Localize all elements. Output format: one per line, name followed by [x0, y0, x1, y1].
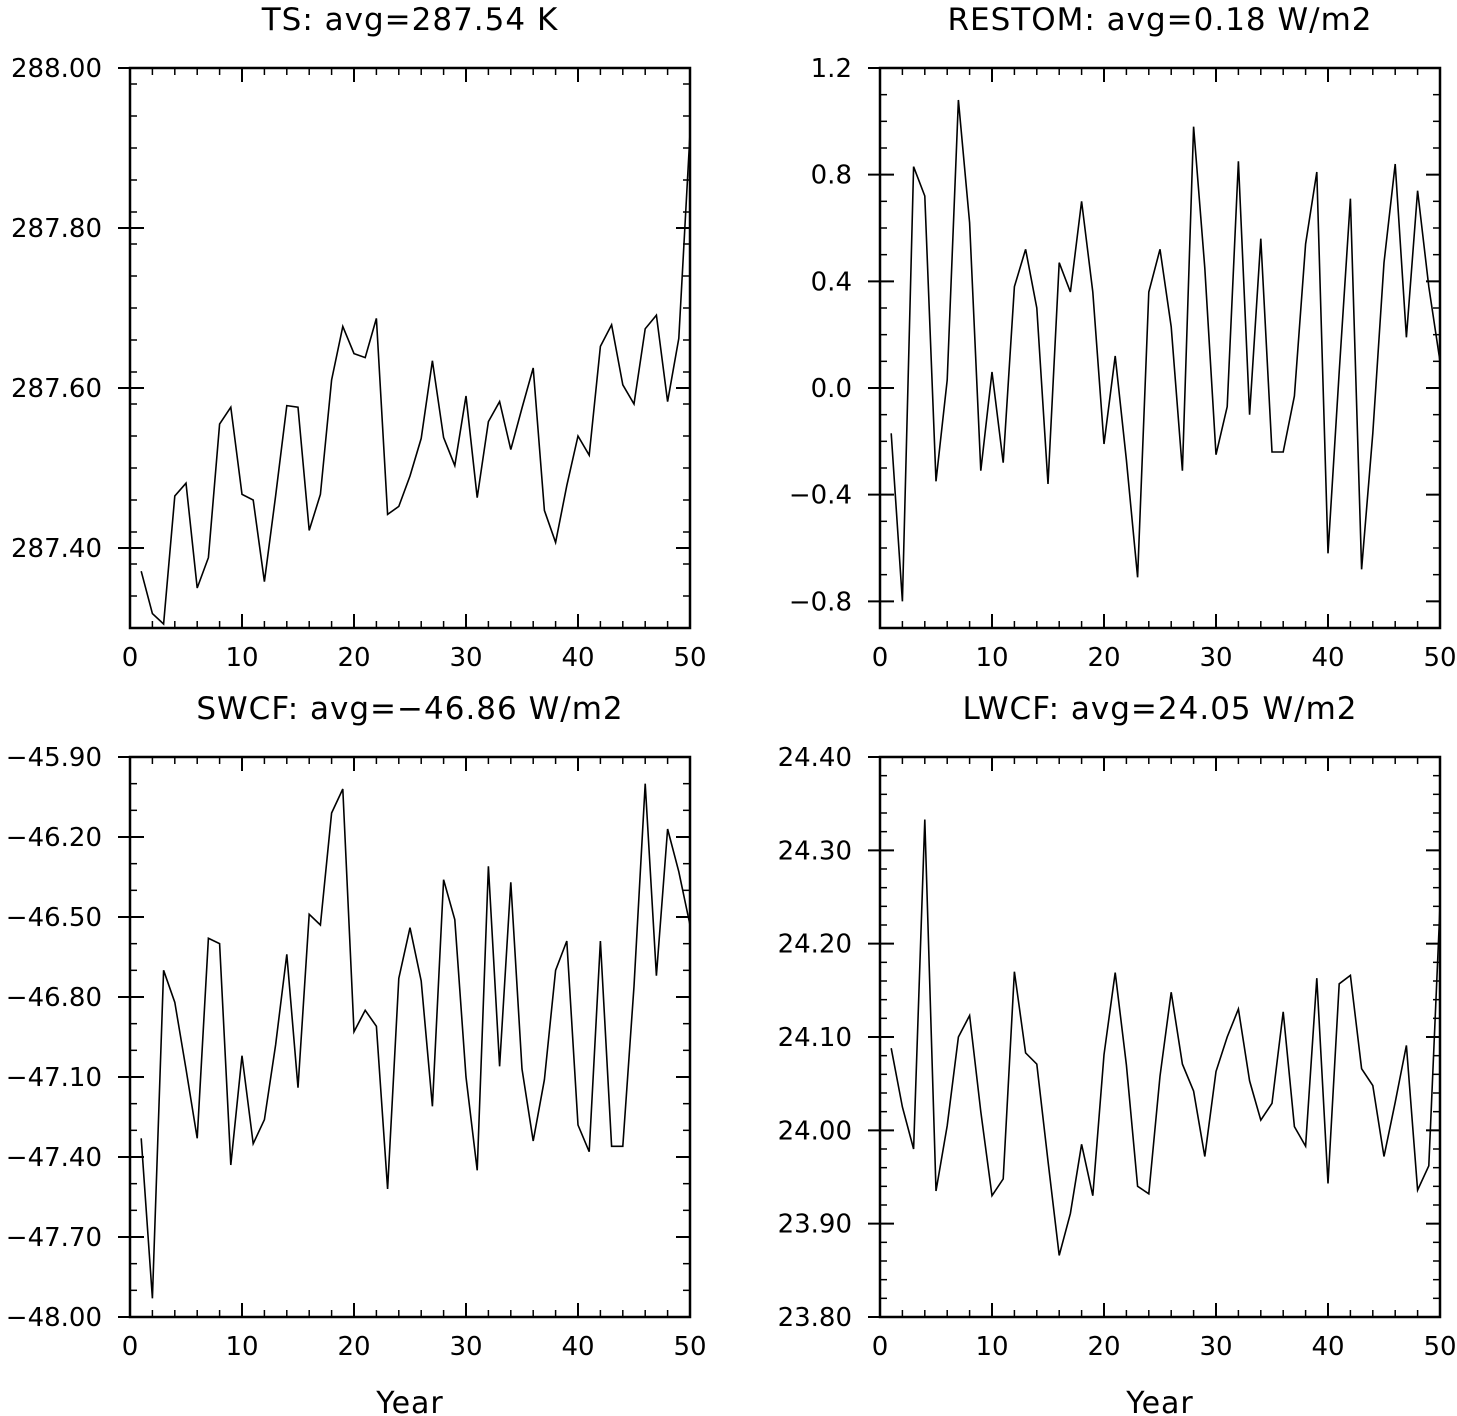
lwcf-x-tick-label: 0 [872, 1332, 889, 1362]
restom-plot-frame [878, 66, 1442, 630]
swcf-y-tick-label: −46.80 [6, 983, 102, 1013]
ts-y-tick-label: 287.80 [11, 214, 102, 244]
ts-y-tick-label: 287.60 [11, 374, 102, 404]
ts-series-line [140, 133, 691, 626]
ts-y-tick-label: 288.00 [11, 54, 102, 84]
lwcf-y-tick-label: 24.00 [778, 1116, 852, 1146]
swcf-x-tick-label: 40 [561, 1332, 594, 1362]
swcf-title: SWCF: avg=−46.86 W/m2 [196, 691, 623, 727]
restom-y-tick-label: −0.4 [789, 481, 852, 511]
ts-y-tick-label: 287.40 [11, 534, 102, 564]
lwcf-x-tick-label: 10 [975, 1332, 1008, 1362]
restom-y-tick-label: 0.0 [811, 374, 852, 404]
swcf-panel: SWCF: avg=−46.86 W/m2 0 10 20 30 40 50 −48.00 −4… [6, 691, 707, 1416]
ts-x-tick-label: 50 [673, 643, 706, 673]
swcf-y-tick-label: −47.40 [6, 1143, 102, 1173]
restom-x-tick-label: 20 [1087, 643, 1120, 673]
lwcf-title: LWCF: avg=24.05 W/m2 [962, 691, 1357, 727]
swcf-y-tick-label: −46.50 [6, 903, 102, 933]
lwcf-x-tick-label: 40 [1311, 1332, 1344, 1362]
ts-title: TS: avg=287.54 K [261, 2, 559, 38]
restom-y-tick-label: 1.2 [811, 54, 852, 84]
lwcf-y-tick-label: 24.10 [778, 1023, 852, 1053]
restom-x-tick-label: 40 [1311, 643, 1344, 673]
lwcf-y-tick-label: 23.90 [778, 1210, 852, 1240]
swcf-y-tick-label: −46.20 [6, 823, 102, 853]
ts-x-tick-label: 30 [449, 643, 482, 673]
swcf-y-tick-label: −47.10 [6, 1063, 102, 1093]
lwcf-y-tick-label: 24.20 [778, 930, 852, 960]
swcf-x-axis-label: Year [375, 1386, 444, 1416]
ts-x-tick-label: 10 [225, 643, 258, 673]
lwcf-panel: LWCF: avg=24.05 W/m2 0 10 20 30 40 50 23.80 23.9… [778, 691, 1457, 1416]
swcf-y-tick-label: −48.00 [6, 1303, 102, 1333]
restom-y-tick-label: −0.8 [789, 587, 852, 617]
ts-x-tick-label: 20 [337, 643, 370, 673]
restom-x-tick-label: 10 [975, 643, 1008, 673]
lwcf-y-tick-label: 24.40 [778, 743, 852, 773]
lwcf-series-line [890, 819, 1441, 1256]
ts-x-tick-label: 0 [122, 643, 139, 673]
swcf-x-tick-label: 10 [225, 1332, 258, 1362]
restom-x-tick-label: 0 [872, 643, 889, 673]
restom-panel: RESTOM: avg=0.18 W/m2 0 10 20 30 40 50 −0.8 −0.4… [789, 2, 1457, 673]
swcf-plot-frame [128, 755, 692, 1319]
swcf-x-tick-label: 50 [673, 1332, 706, 1362]
ts-x-tick-label: 40 [561, 643, 594, 673]
lwcf-y-tick-label: 24.30 [778, 836, 852, 866]
swcf-y-tick-label: −45.90 [6, 743, 102, 773]
lwcf-x-axis-label: Year [1125, 1386, 1194, 1416]
ts-plot-frame [128, 66, 692, 630]
lwcf-x-tick-label: 30 [1199, 1332, 1232, 1362]
swcf-x-tick-label: 20 [337, 1332, 370, 1362]
swcf-series-line [140, 783, 691, 1299]
restom-y-tick-label: 0.4 [811, 267, 852, 297]
restom-y-tick-label: 0.8 [811, 161, 852, 191]
swcf-y-tick-label: −47.70 [6, 1223, 102, 1253]
restom-x-tick-label: 30 [1199, 643, 1232, 673]
restom-series-line [890, 99, 1441, 602]
swcf-x-tick-label: 0 [122, 1332, 139, 1362]
lwcf-y-tick-label: 23.80 [778, 1303, 852, 1333]
restom-title: RESTOM: avg=0.18 W/m2 [947, 2, 1372, 38]
ts-panel: TS: avg=287.54 K 0 10 20 30 40 50 287.40 287.60 2… [11, 2, 707, 673]
lwcf-x-tick-label: 20 [1087, 1332, 1120, 1362]
restom-x-tick-label: 50 [1423, 643, 1456, 673]
swcf-x-tick-label: 30 [449, 1332, 482, 1362]
lwcf-x-tick-label: 50 [1423, 1332, 1456, 1362]
